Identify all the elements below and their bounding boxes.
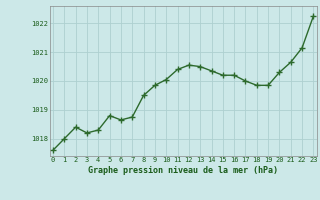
X-axis label: Graphe pression niveau de la mer (hPa): Graphe pression niveau de la mer (hPa) (88, 166, 278, 175)
